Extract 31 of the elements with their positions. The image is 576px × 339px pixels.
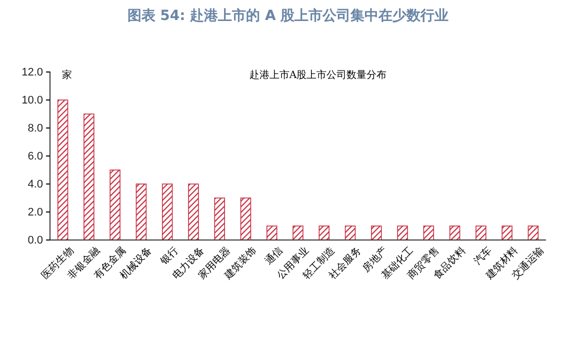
- bar: [57, 100, 68, 240]
- y-axis-title: 家: [62, 69, 72, 81]
- bar: [344, 226, 356, 240]
- bar: [449, 226, 460, 240]
- x-tick-label: 银行: [158, 245, 181, 268]
- bar: [162, 184, 173, 240]
- bar: [397, 226, 408, 240]
- y-tick-label: 8.0: [28, 122, 43, 135]
- bar: [240, 198, 252, 240]
- y-tick-label: 4.0: [28, 178, 43, 191]
- bar: [528, 226, 539, 240]
- y-tick-label: 10.0: [22, 94, 43, 107]
- y-tick-label: 12.0: [22, 66, 43, 79]
- chart-subtitle: 赴港上市A股上市公司数量分布: [249, 69, 387, 81]
- x-tick-label: 汽车: [471, 244, 494, 268]
- chart-title: 图表 54: 赴港上市的 A 股上市公司集中在少数行业: [127, 7, 449, 24]
- y-tick-label: 2.0: [28, 206, 43, 219]
- bar: [476, 226, 486, 240]
- bar: [371, 226, 382, 240]
- y-tick-label: 6.0: [28, 150, 43, 163]
- bar: [292, 226, 304, 240]
- y-tick-label: 0.0: [28, 234, 43, 247]
- bar: [84, 114, 94, 240]
- bar: [318, 226, 330, 240]
- bar: [423, 226, 434, 240]
- bar: [214, 198, 225, 240]
- bar: [110, 170, 120, 240]
- bar: [136, 184, 147, 240]
- bar: [502, 226, 512, 240]
- bar: [266, 226, 278, 240]
- bar: [188, 184, 199, 240]
